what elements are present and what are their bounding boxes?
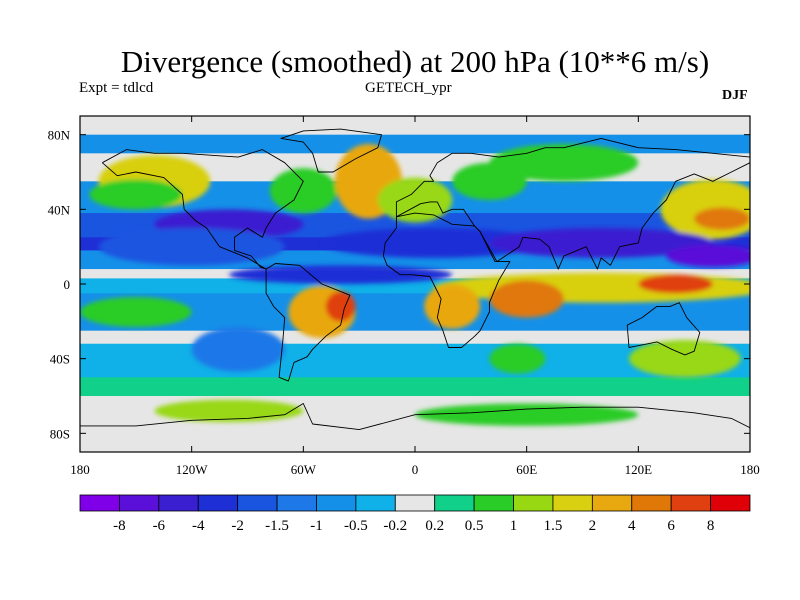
divergence-feature <box>325 291 356 322</box>
latitude-band <box>80 377 750 397</box>
colorbar-swatch <box>355 494 396 512</box>
coastline <box>626 302 701 356</box>
colorbar-swatch <box>552 494 593 512</box>
coastline <box>395 137 750 270</box>
divergence-feature <box>489 343 546 374</box>
y-tick-label: 80N <box>48 128 71 143</box>
x-tick-label: 120W <box>176 462 209 477</box>
y-tick-label: 40S <box>50 352 70 367</box>
plot-title: Divergence (smoothed) at 200 hPa (10**6 … <box>120 44 710 79</box>
x-tick-label: 120E <box>625 462 653 477</box>
divergence-feature <box>269 168 337 214</box>
colorbar-swatch <box>710 494 751 512</box>
y-axis: 80N 40N 0 40S 80S <box>48 128 750 441</box>
latitude-band <box>80 116 750 136</box>
colorbar-label: -4 <box>192 518 205 534</box>
colorbar-swatch <box>670 494 711 512</box>
divergence-feature <box>433 272 750 303</box>
divergence-feature <box>377 177 453 223</box>
divergence-feature <box>666 244 750 268</box>
colorbar-label: -0.5 <box>344 518 368 534</box>
colorbar-label: 1.5 <box>544 518 563 534</box>
latitude-band <box>80 134 750 154</box>
divergence-feature <box>489 228 713 258</box>
divergence-feature <box>80 297 192 327</box>
colorbar-swatch <box>79 494 120 512</box>
latitude-band <box>80 330 750 345</box>
colorbar: -8 -6 -4 -2 -1.5 -1 -0.5 -0.2 0.2 0.5 1 1.5 2 4 6 8 <box>79 494 751 534</box>
divergence-feature <box>489 280 564 318</box>
experiment-label: Expt = tdlcd <box>79 80 154 96</box>
y-tick-label: 0 <box>64 277 71 292</box>
divergence-feature <box>415 403 639 426</box>
coastline <box>80 403 750 431</box>
coastline <box>265 263 351 382</box>
coastline <box>102 149 304 270</box>
colorbar-swatch <box>119 494 160 512</box>
colorbar-label: -1.5 <box>265 518 289 534</box>
y-tick-label: 40N <box>48 202 71 217</box>
colorbar-swatch <box>276 494 317 512</box>
x-tick-label: 60E <box>516 462 537 477</box>
colorbar-swatch <box>473 494 514 512</box>
x-tick-label: 0 <box>412 462 419 477</box>
divergence-feature <box>694 207 750 230</box>
colorbar-label: -0.2 <box>383 518 407 534</box>
divergence-features <box>80 144 750 426</box>
colorbar-label: 1 <box>510 518 518 534</box>
x-axis: 180 120W 60W 0 60E 120E 180 <box>70 116 760 477</box>
x-tick-label: 180 <box>70 462 90 477</box>
colorbar-label: -8 <box>113 518 126 534</box>
colorbar-swatch <box>434 494 475 512</box>
divergence-feature <box>489 144 639 182</box>
x-tick-label: 180 <box>740 462 760 477</box>
colorbar-swatch <box>631 494 672 512</box>
colorbar-label: 0.5 <box>465 518 484 534</box>
divergence-feature <box>629 340 741 378</box>
dataset-label: GETECH_ypr <box>365 80 452 96</box>
coastline <box>280 128 382 173</box>
map-area <box>80 116 750 452</box>
colorbar-swatch <box>197 494 239 512</box>
divergence-feature <box>638 274 713 294</box>
colorbar-label: 2 <box>589 518 597 534</box>
colorbar-label: 8 <box>707 518 715 534</box>
colorbar-label: 0.2 <box>425 518 444 534</box>
y-tick-label: 80S <box>50 426 70 441</box>
colorbar-label: -1 <box>310 518 323 534</box>
colorbar-label: -2 <box>231 518 244 534</box>
colorbar-label: -6 <box>153 518 166 534</box>
colorbar-label: 4 <box>628 518 636 534</box>
season-label: DJF <box>722 88 748 103</box>
colorbar-label: 6 <box>667 518 675 534</box>
colorbar-swatch <box>394 494 436 512</box>
divergence-feature <box>89 179 183 210</box>
divergence-feature <box>191 326 285 372</box>
divergence-feature <box>98 228 285 266</box>
x-tick-label: 60W <box>291 462 317 477</box>
divergence-feature <box>228 265 453 284</box>
divergence-feature <box>424 284 481 329</box>
colorbar-swatch <box>237 494 278 512</box>
colorbar-swatch <box>158 494 199 512</box>
colorbar-swatch <box>513 494 554 512</box>
colorbar-swatch <box>316 494 357 512</box>
coastlines <box>80 128 750 431</box>
colorbar-swatch <box>591 494 633 512</box>
